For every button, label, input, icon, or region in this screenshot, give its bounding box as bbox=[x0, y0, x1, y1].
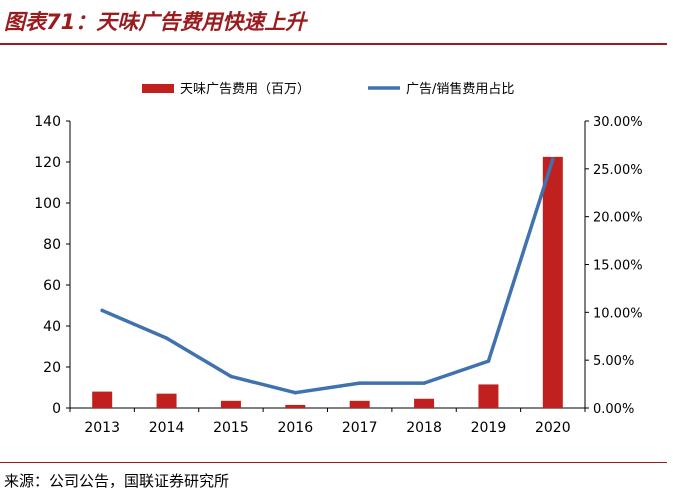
y-left-tick-label: 120 bbox=[34, 155, 61, 171]
x-tick-label: 2018 bbox=[406, 420, 442, 436]
x-tick-label: 2015 bbox=[213, 420, 249, 436]
y-right-tick-label: 0.00% bbox=[593, 402, 634, 417]
chart-title: 图表71：天味广告费用快速上升 bbox=[4, 10, 307, 34]
y-right-tick-label: 15.00% bbox=[593, 259, 643, 274]
bar bbox=[220, 400, 241, 408]
x-tick-label: 2016 bbox=[277, 420, 313, 436]
legend: 天味广告费用（百万） 广告/销售费用占比 bbox=[142, 81, 514, 97]
bar bbox=[478, 384, 499, 408]
line-point bbox=[229, 374, 233, 379]
y-right-tick-label: 10.00% bbox=[593, 306, 643, 321]
bar bbox=[285, 404, 306, 408]
line-point bbox=[164, 336, 169, 340]
plot-area: 0 20 40 60 80 100 120 140 0.00% 5.00% 10.00% 15.00%… bbox=[34, 114, 642, 436]
line-point bbox=[293, 390, 298, 395]
source-note: 来源：公司公告，国联证券研究所 bbox=[4, 472, 230, 490]
x-tick-label: 2013 bbox=[84, 420, 120, 436]
line-point bbox=[422, 381, 426, 385]
x-tick-label: 2014 bbox=[149, 420, 185, 436]
y-left-tick-label: 100 bbox=[34, 196, 61, 212]
series-line bbox=[100, 157, 555, 395]
legend-swatch-bar bbox=[142, 84, 174, 93]
y-right-tick-label: 20.00% bbox=[593, 211, 643, 226]
y-left-tick-label: 140 bbox=[34, 114, 61, 130]
bar bbox=[156, 393, 177, 408]
y-right-tick-label: 30.00% bbox=[593, 115, 643, 130]
x-tick-label: 2020 bbox=[535, 420, 571, 436]
y-left-tick-label: 80 bbox=[43, 237, 61, 253]
bar bbox=[542, 156, 563, 408]
line-point bbox=[486, 359, 491, 363]
line-point bbox=[100, 308, 104, 313]
line-point bbox=[357, 381, 362, 385]
y-left-tick-label: 20 bbox=[43, 360, 61, 376]
y-right-tick-label: 25.00% bbox=[593, 163, 643, 178]
y-left-tick-label: 40 bbox=[43, 319, 61, 335]
legend-label-line: 广告/销售费用占比 bbox=[406, 81, 514, 97]
x-tick-label: 2019 bbox=[471, 420, 507, 436]
legend-label-bar: 天味广告费用（百万） bbox=[180, 82, 310, 97]
chart-area: 天味广告费用（百万） 广告/销售费用占比 0204060801001201400… bbox=[34, 81, 642, 436]
footer-divider bbox=[0, 462, 667, 463]
bar bbox=[92, 391, 113, 408]
bar bbox=[414, 398, 435, 408]
y-left-tick-label: 60 bbox=[43, 278, 61, 294]
y-right-tick-label: 5.00% bbox=[593, 354, 634, 369]
x-tick-label: 2017 bbox=[342, 420, 378, 436]
title-divider bbox=[0, 43, 667, 45]
bar bbox=[349, 400, 370, 408]
line-point bbox=[551, 157, 555, 162]
y-left-tick-label: 0 bbox=[52, 401, 61, 417]
